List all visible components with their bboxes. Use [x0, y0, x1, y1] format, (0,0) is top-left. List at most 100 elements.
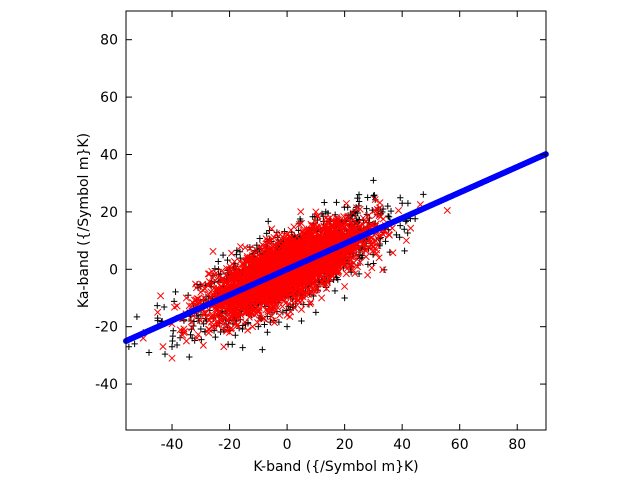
black-plus-point [184, 292, 192, 299]
red-cross-point [326, 214, 334, 222]
red-cross-point [249, 323, 257, 331]
red-cross-point [197, 288, 205, 296]
red-cross-point [369, 242, 377, 250]
black-plus-point [186, 353, 193, 361]
red-cross-point [407, 224, 415, 232]
red-cross-point [168, 354, 176, 362]
red-cross-point [286, 247, 294, 255]
red-cross-point [199, 341, 207, 349]
red-cross-point [276, 311, 284, 319]
red-cross-point [306, 264, 314, 272]
black-plus-point [229, 341, 236, 348]
red-cross-point [304, 279, 313, 287]
red-cross-point [375, 254, 383, 262]
red-cross-point [342, 199, 351, 208]
red-cross-point [157, 292, 165, 300]
red-cross-point [199, 309, 207, 317]
red-cross-point [352, 204, 361, 212]
black-plus-point [170, 327, 177, 334]
red-cross-point [213, 317, 221, 325]
black-plus-point [382, 238, 389, 245]
red-cross-point [255, 296, 264, 304]
red-cross-point [182, 337, 190, 345]
red-cross-point [354, 253, 362, 261]
red-cross-point [213, 319, 221, 327]
red-cross-point [342, 270, 350, 278]
red-cross-point [353, 244, 361, 252]
red-cross-point [379, 215, 387, 223]
black-plus-point [200, 320, 207, 328]
red-cross-point [285, 288, 293, 296]
red-cross-point [312, 208, 320, 216]
black-plus-point [133, 313, 141, 321]
black-plus-point [397, 222, 404, 229]
red-cross-point [275, 287, 283, 295]
black-plus-point [384, 202, 391, 210]
red-cross-point [328, 272, 336, 280]
red-cross-point [281, 275, 289, 283]
red-cross-point [214, 322, 222, 330]
red-cross-point [291, 304, 299, 312]
red-cross-point [294, 269, 303, 277]
red-cross-point [341, 256, 349, 264]
red-cross-point [341, 217, 349, 225]
red-cross-point [318, 294, 326, 302]
red-cross-point [364, 271, 372, 279]
red-cross-point [321, 223, 329, 231]
red-cross-point [297, 251, 305, 259]
red-cross-point [278, 302, 286, 311]
black-plus-point [239, 344, 246, 351]
red-cross-point [371, 206, 379, 214]
red-cross-point [279, 255, 287, 263]
red-cross-point [257, 244, 265, 252]
red-cross-point [274, 304, 282, 312]
red-cross-point [385, 230, 393, 238]
red-cross-point [226, 265, 234, 273]
red-cross-point [232, 277, 240, 285]
red-cross-point [222, 314, 230, 322]
red-cross-point [317, 241, 325, 249]
black-plus-point [256, 235, 264, 242]
red-cross-point [244, 305, 252, 313]
red-cross-point [260, 315, 268, 323]
black-plus-point [197, 325, 205, 333]
red-cross-point [220, 343, 228, 351]
red-cross-point [331, 257, 339, 265]
red-cross-point [247, 310, 255, 318]
red-cross-point [345, 251, 353, 259]
black-plus-point [312, 309, 320, 316]
black-plus-point [161, 350, 169, 358]
red-cross-point [295, 220, 303, 229]
red-cross-point [292, 249, 300, 257]
red-cross-point [271, 251, 279, 259]
black-plus-point [331, 287, 339, 295]
red-cross-point [300, 264, 308, 273]
black-plus-point [380, 266, 388, 274]
red-cross-point [283, 231, 291, 239]
red-cross-point [187, 318, 195, 326]
red-cross-point [339, 229, 347, 237]
black-plus-point [236, 248, 244, 255]
red-cross-point [291, 249, 299, 257]
red-cross-point [262, 235, 270, 243]
black-plus-point [275, 318, 283, 326]
red-cross-point [323, 228, 331, 236]
red-cross-point [234, 312, 242, 320]
red-cross-point [221, 299, 230, 307]
red-cross-point [262, 254, 270, 262]
red-cross-point [322, 232, 330, 240]
red-cross-point [241, 299, 249, 307]
red-cross-point [239, 276, 247, 284]
red-cross-point [252, 245, 260, 253]
black-plus-point [355, 191, 363, 198]
red-cross-point [269, 284, 277, 292]
red-cross-point [281, 251, 289, 259]
red-cross-point [248, 254, 256, 262]
red-cross-point [373, 205, 382, 214]
red-cross-point [351, 245, 359, 254]
black-plus-point [253, 241, 261, 249]
black-plus-point [333, 199, 340, 206]
red-cross-point [307, 298, 315, 306]
red-cross-point [254, 251, 262, 259]
red-cross-point [260, 298, 268, 306]
